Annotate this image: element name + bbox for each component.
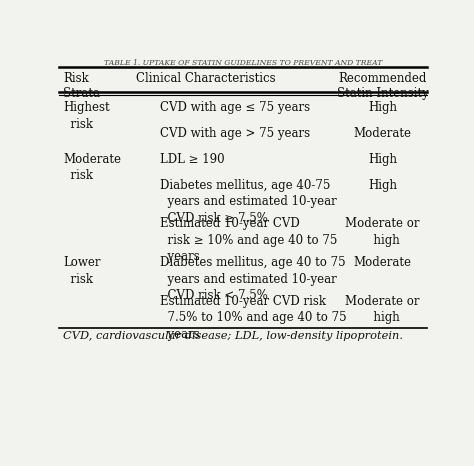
Text: Risk
Strata: Risk Strata: [63, 72, 100, 100]
Text: High: High: [368, 153, 397, 166]
Text: CVD with age ≤ 75 years: CVD with age ≤ 75 years: [160, 101, 310, 114]
Text: High: High: [368, 178, 397, 192]
Text: Lower
  risk: Lower risk: [63, 256, 100, 286]
Text: Moderate: Moderate: [354, 127, 411, 140]
Text: CVD, cardiovascular disease; LDL, low-density lipoprotein.: CVD, cardiovascular disease; LDL, low-de…: [63, 331, 403, 342]
Text: Clinical Characteristics: Clinical Characteristics: [137, 72, 276, 85]
Text: Diabetes mellitus, age 40 to 75
  years and estimated 10-year
  CVD risk < 7.5%: Diabetes mellitus, age 40 to 75 years an…: [160, 256, 346, 302]
Text: TABLE 1. UPTAKE OF STATIN GUIDELINES TO PREVENT AND TREAT: TABLE 1. UPTAKE OF STATIN GUIDELINES TO …: [104, 59, 382, 67]
Text: Moderate
  risk: Moderate risk: [63, 153, 121, 182]
Text: Moderate or
  high: Moderate or high: [345, 217, 420, 247]
Text: Moderate or
  high: Moderate or high: [345, 295, 420, 324]
Text: Moderate: Moderate: [354, 256, 411, 269]
Text: Estimated 10-year CVD risk
  7.5% to 10% and age 40 to 75
  years: Estimated 10-year CVD risk 7.5% to 10% a…: [160, 295, 347, 341]
Text: LDL ≥ 190: LDL ≥ 190: [160, 153, 225, 166]
Text: Estimated 10-year CVD
  risk ≥ 10% and age 40 to 75
  years: Estimated 10-year CVD risk ≥ 10% and age…: [160, 217, 337, 263]
Text: Recommended
Statin Intensity: Recommended Statin Intensity: [337, 72, 428, 100]
Text: High: High: [368, 101, 397, 114]
Text: CVD with age > 75 years: CVD with age > 75 years: [160, 127, 310, 140]
Text: Highest
  risk: Highest risk: [63, 101, 109, 130]
Text: Diabetes mellitus, age 40-75
  years and estimated 10-year
  CVD risk ≥ 7.5%: Diabetes mellitus, age 40-75 years and e…: [160, 178, 337, 225]
